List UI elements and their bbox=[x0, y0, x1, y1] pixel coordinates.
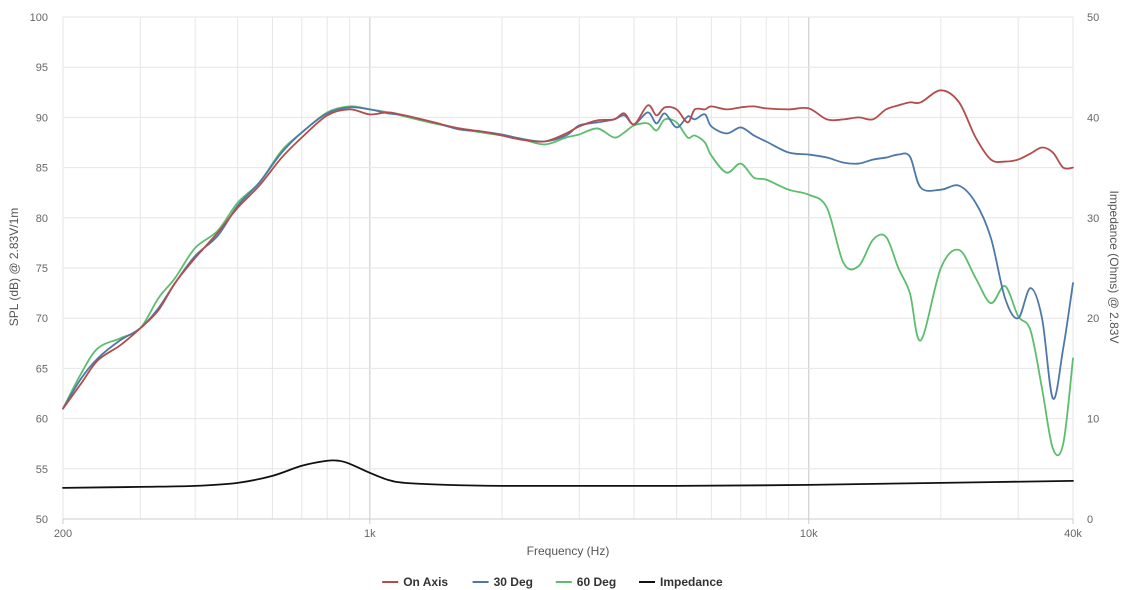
legend-item-30-deg: 30 Deg bbox=[494, 575, 533, 589]
y2-tick-label: 40 bbox=[1087, 112, 1099, 124]
y-tick-label: 60 bbox=[36, 414, 48, 426]
y-tick-label: 80 bbox=[36, 213, 48, 225]
y-tick-label: 100 bbox=[30, 12, 48, 24]
series-group bbox=[62, 89, 1074, 489]
x-tick-label: 40k bbox=[1064, 528, 1082, 540]
series-line-impedance bbox=[62, 459, 1074, 489]
y-tick-label: 50 bbox=[36, 514, 48, 526]
legend-item-on-axis: On Axis bbox=[403, 575, 448, 589]
x-tick-label: 200 bbox=[54, 528, 72, 540]
y2-axis-title: Impedance (Ohms) @ 2.83V bbox=[1107, 191, 1121, 344]
legend: On Axis 30 Deg 60 Deg Impedance bbox=[382, 575, 723, 589]
y-tick-label: 95 bbox=[36, 62, 48, 74]
y-tick-label: 85 bbox=[36, 163, 48, 175]
y2-tick-label: 10 bbox=[1087, 414, 1099, 426]
series-line-on-axis bbox=[62, 89, 1074, 410]
y-tick-label: 75 bbox=[36, 263, 48, 275]
y-tick-label: 65 bbox=[36, 363, 48, 375]
y-tick-label: 55 bbox=[36, 464, 48, 476]
y2-tick-label: 0 bbox=[1087, 514, 1093, 526]
y-tick-label: 70 bbox=[36, 313, 48, 325]
y2-tick-label: 50 bbox=[1087, 12, 1099, 24]
x-axis-title: Frequency (Hz) bbox=[527, 544, 610, 558]
series-line-30-deg bbox=[62, 106, 1074, 410]
y-axis-title: SPL (dB) @ 2.83V/1m bbox=[7, 208, 21, 326]
y2-tick-label: 30 bbox=[1087, 213, 1099, 225]
tick-labels: 50 55 60 65 70 75 80 85 90 95 100 0 10 20 30 40 50 200 1k 1… bbox=[30, 12, 1100, 540]
y-tick-label: 90 bbox=[36, 112, 48, 124]
x-tick-label: 1k bbox=[364, 528, 376, 540]
y2-tick-label: 20 bbox=[1087, 313, 1099, 325]
legend-item-60-deg: 60 Deg bbox=[577, 575, 616, 589]
x-tick-label: 10k bbox=[800, 528, 818, 540]
legend-item-impedance: Impedance bbox=[660, 575, 723, 589]
grid bbox=[62, 16, 1074, 520]
